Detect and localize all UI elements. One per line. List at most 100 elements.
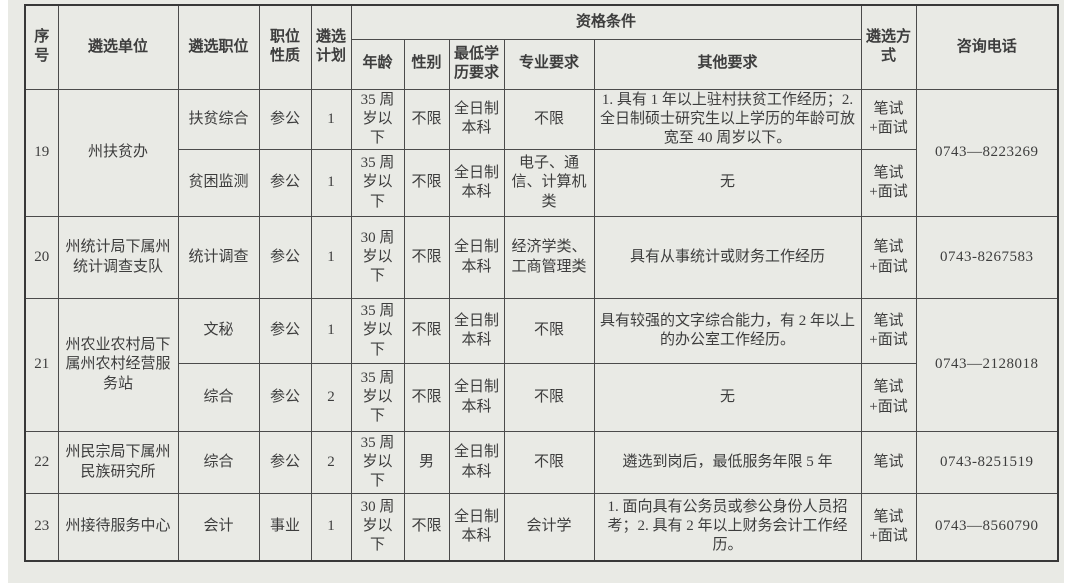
col-header-qualification: 资格条件 (350, 4, 862, 40)
cell-gender: 男 (403, 431, 450, 495)
cell-min-edu: 全日制本科 (448, 431, 505, 495)
cell-major: 不限 (503, 298, 595, 365)
cell-phone: 0743-8251519 (915, 431, 1059, 495)
table-row: 22 州民宗局下属州民族研究所 综合 参公 2 35 周岁以下 男 全日制本科 … (24, 431, 1059, 495)
cell-plan: 1 (310, 149, 352, 218)
cell-phone: 0743—2128018 (915, 298, 1059, 433)
cell-position: 综合 (177, 431, 260, 495)
cell-no: 21 (24, 298, 59, 433)
cell-age: 30 周岁以下 (350, 216, 405, 300)
cell-plan: 1 (310, 493, 352, 562)
cell-other: 1. 面向具有公务员或参公身份人员招考；2. 具有 2 年以上财务会计工作经历。 (593, 493, 862, 562)
cell-age: 35 周岁以下 (350, 298, 405, 365)
cell-no: 23 (24, 493, 59, 562)
cell-gender: 不限 (403, 298, 450, 365)
cell-gender: 不限 (403, 216, 450, 300)
cell-age: 35 周岁以下 (350, 363, 405, 433)
table-row: 23 州接待服务中心 会计 事业 1 30 周岁以下 不限 全日制本科 会计学 … (24, 493, 1059, 562)
cell-nature: 参公 (258, 149, 312, 218)
col-header-other: 其他要求 (593, 38, 862, 90)
cell-major: 不限 (503, 431, 595, 495)
cell-age: 30 周岁以下 (350, 493, 405, 562)
table-row: 20 州统计局下属州统计调查支队 统计调查 参公 1 30 周岁以下 不限 全日… (24, 216, 1059, 300)
cell-position: 统计调查 (177, 216, 260, 300)
col-header-age: 年龄 (350, 38, 405, 90)
cell-no: 22 (24, 431, 59, 495)
cell-position: 贫困监测 (177, 149, 260, 218)
cell-method: 笔试+面试 (860, 493, 917, 562)
cell-other: 遴选到岗后，最低服务年限 5 年 (593, 431, 862, 495)
cell-min-edu: 全日制本科 (448, 149, 505, 218)
cell-major: 不限 (503, 88, 595, 151)
cell-min-edu: 全日制本科 (448, 216, 505, 300)
cell-other: 1. 具有 1 年以上驻村扶贫工作经历；2. 全日制硕士研究生以上学历的年龄可放… (593, 88, 862, 151)
cell-gender: 不限 (403, 88, 450, 151)
col-header-method: 遴选方式 (860, 4, 917, 90)
cell-nature: 参公 (258, 431, 312, 495)
cell-other: 无 (593, 363, 862, 433)
cell-method: 笔试+面试 (860, 363, 917, 433)
cell-plan: 1 (310, 298, 352, 365)
cell-nature: 参公 (258, 363, 312, 433)
cell-age: 35 周岁以下 (350, 149, 405, 218)
document-photo-background: 序号 遴选单位 遴选职位 职位性质 遴选计划 资格条件 遴选方式 咨询电话 年龄… (8, 0, 1064, 583)
cell-unit: 州接待服务中心 (57, 493, 179, 562)
cell-other: 无 (593, 149, 862, 218)
table-row: 21 州农业农村局下属州农村经营服务站 文秘 参公 1 35 周岁以下 不限 全… (24, 298, 1059, 433)
cell-plan: 1 (310, 216, 352, 300)
col-header-no: 序号 (24, 4, 59, 90)
cell-other: 具有从事统计或财务工作经历 (593, 216, 862, 300)
col-header-min-edu: 最低学历要求 (448, 38, 505, 90)
cell-major: 不限 (503, 363, 595, 433)
cell-unit: 州民宗局下属州民族研究所 (57, 431, 179, 495)
cell-no: 20 (24, 216, 59, 300)
col-header-unit: 遴选单位 (57, 4, 179, 90)
cell-min-edu: 全日制本科 (448, 88, 505, 151)
table-row: 19 州扶贫办 扶贫综合 参公 1 35 周岁以下 不限 全日制本科 不限 1.… (24, 88, 1059, 218)
cell-plan: 1 (310, 88, 352, 151)
cell-no: 19 (24, 88, 59, 218)
table-row: 综合 参公 2 35 周岁以下 不限 全日制本科 不限 无 笔试+面试 (25, 363, 1058, 433)
cell-phone: 0743—8223269 (915, 88, 1059, 218)
cell-plan: 2 (310, 363, 352, 433)
cell-major: 经济学类、工商管理类 (503, 216, 595, 300)
cell-phone: 0743-8267583 (915, 216, 1059, 300)
cell-other: 具有较强的文字综合能力，有 2 年以上的办公室工作经历。 (593, 298, 862, 365)
table-row: 贫困监测 参公 1 35 周岁以下 不限 全日制本科 电子、通信、计算机类 无 … (25, 149, 1058, 218)
col-header-position: 遴选职位 (177, 4, 260, 90)
cell-method: 笔试+面试 (860, 298, 917, 365)
cell-gender: 不限 (403, 363, 450, 433)
cell-major: 会计学 (503, 493, 595, 562)
cell-gender: 不限 (403, 493, 450, 562)
cell-method: 笔试+面试 (860, 149, 917, 218)
cell-age: 35 周岁以下 (350, 431, 405, 495)
cell-nature: 参公 (258, 216, 312, 300)
cell-min-edu: 全日制本科 (448, 493, 505, 562)
cell-min-edu: 全日制本科 (448, 363, 505, 433)
cell-position: 扶贫综合 (177, 88, 260, 151)
col-header-plan: 遴选计划 (310, 4, 352, 90)
cell-age: 35 周岁以下 (350, 88, 405, 151)
cell-method: 笔试+面试 (860, 88, 917, 151)
header-row-2: 年龄 性别 最低学历要求 专业要求 其他要求 (25, 38, 1058, 90)
cell-phone: 0743—8560790 (915, 493, 1059, 562)
cell-method: 笔试+面试 (860, 216, 917, 300)
cell-unit: 州农业农村局下属州农村经营服务站 (57, 298, 179, 433)
cell-method: 笔试 (860, 431, 917, 495)
cell-nature: 事业 (258, 493, 312, 562)
cell-unit: 州统计局下属州统计调查支队 (57, 216, 179, 300)
cell-position: 文秘 (177, 298, 260, 365)
header-row-1: 序号 遴选单位 遴选职位 职位性质 遴选计划 资格条件 遴选方式 咨询电话 (24, 4, 1059, 90)
cell-nature: 参公 (258, 88, 312, 151)
col-header-major: 专业要求 (503, 38, 595, 90)
col-header-gender: 性别 (403, 38, 450, 90)
cell-major: 电子、通信、计算机类 (503, 149, 595, 218)
cell-position: 会计 (177, 493, 260, 562)
cell-min-edu: 全日制本科 (448, 298, 505, 365)
cell-gender: 不限 (403, 149, 450, 218)
col-header-phone: 咨询电话 (915, 4, 1059, 90)
cell-plan: 2 (310, 431, 352, 495)
cell-nature: 参公 (258, 298, 312, 365)
cell-unit: 州扶贫办 (57, 88, 179, 218)
